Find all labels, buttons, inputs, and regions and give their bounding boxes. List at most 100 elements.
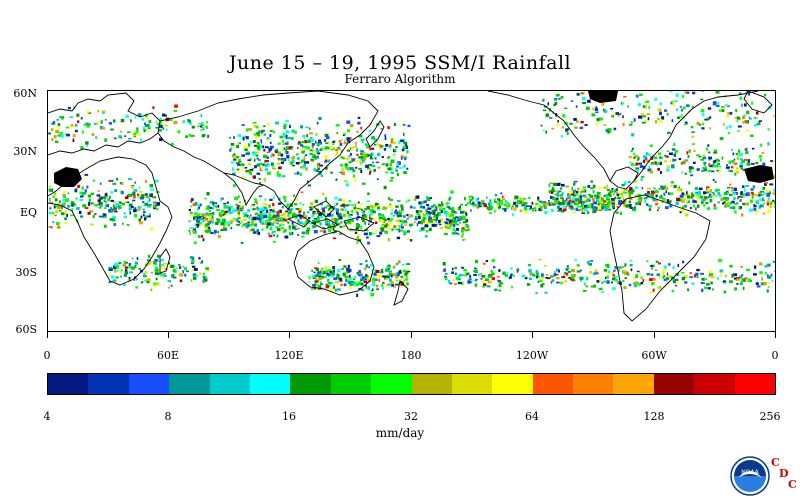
rain-pixel (81, 186, 84, 190)
rain-pixel (687, 155, 690, 158)
rain-pixel (773, 175, 775, 179)
rain-pixel (82, 191, 86, 195)
rain-pixel (197, 235, 200, 238)
rain-pixel (702, 122, 705, 126)
rain-pixel (739, 158, 743, 161)
rain-pixel (260, 166, 264, 170)
rain-pixel (173, 110, 178, 113)
rain-pixel (606, 280, 610, 284)
rain-pixel (254, 200, 258, 203)
rain-pixel (614, 275, 618, 278)
rain-pixel (555, 273, 559, 276)
rain-pixel (78, 210, 82, 215)
rain-pixel (331, 271, 334, 274)
rain-pixel (302, 165, 306, 169)
rain-pixel (236, 144, 240, 148)
rain-pixel (641, 121, 646, 124)
rain-pixel (268, 211, 272, 214)
rain-pixel (135, 130, 139, 134)
rain-pixel (406, 167, 409, 170)
rain-pixel (740, 196, 743, 198)
rain-pixel (372, 161, 374, 164)
rain-pixel (84, 189, 87, 193)
rain-pixel (691, 167, 694, 169)
rain-pixel (287, 211, 292, 215)
rain-pixel (688, 181, 691, 185)
rain-pixel (346, 149, 351, 152)
rain-pixel (201, 260, 204, 264)
rain-pixel (563, 280, 568, 283)
rain-pixel (689, 174, 694, 177)
rain-pixel (376, 203, 379, 206)
rain-pixel (376, 178, 379, 180)
rain-pixel (661, 116, 665, 120)
rain-pixel (716, 162, 720, 166)
rain-pixel (706, 186, 710, 190)
lat-label-60n: 60N (13, 87, 37, 100)
rain-pixel (445, 213, 448, 218)
rain-pixel (190, 205, 193, 208)
rain-pixel (402, 205, 405, 210)
rain-pixel (635, 281, 639, 285)
rain-pixel (332, 140, 336, 143)
rain-pixel (109, 218, 114, 221)
rain-pixel (385, 277, 389, 280)
rain-pixel (364, 229, 369, 231)
rain-pixel (108, 266, 113, 270)
rain-pixel (311, 288, 314, 290)
rain-pixel (422, 206, 426, 209)
rain-pixel (537, 196, 540, 200)
rain-pixel (624, 277, 627, 279)
rain-pixel (285, 210, 288, 213)
rain-pixel (645, 100, 649, 103)
rain-pixel (116, 265, 120, 269)
rain-pixel (123, 212, 126, 215)
rain-pixel (396, 228, 400, 231)
rain-pixel (454, 229, 457, 233)
rain-pixel (304, 161, 306, 165)
rain-pixel (104, 216, 107, 219)
rain-pixel (241, 224, 244, 227)
rain-pixel (190, 198, 194, 202)
rain-pixel (719, 273, 723, 277)
rain-pixel (198, 206, 201, 210)
rain-pixel (406, 238, 410, 241)
rain-pixel (344, 213, 347, 218)
rain-pixel (433, 215, 436, 218)
rain-pixel (260, 141, 263, 144)
rain-pixel (307, 228, 310, 232)
rain-pixel (696, 268, 700, 272)
rain-pixel (344, 272, 347, 275)
rain-pixel (608, 270, 611, 273)
rain-pixel (61, 212, 65, 216)
rain-pixel (592, 201, 597, 204)
rain-pixel (605, 271, 610, 274)
rain-pixel (612, 274, 616, 277)
rain-pixel (595, 106, 598, 110)
rain-pixel (524, 202, 528, 205)
rain-pixel (378, 218, 380, 220)
rain-pixel (327, 275, 331, 278)
rain-pixel (315, 132, 317, 136)
rain-pixel (317, 271, 322, 274)
rain-pixel (49, 197, 51, 202)
rain-pixel (724, 104, 729, 107)
rain-pixel (551, 186, 555, 190)
rain-pixel (564, 272, 567, 274)
rain-pixel (398, 212, 403, 215)
rain-pixel (592, 272, 596, 276)
rain-pixel (268, 214, 272, 217)
rain-pixel (656, 161, 660, 164)
rain-pixel (483, 203, 488, 207)
rain-pixel (675, 284, 677, 287)
rain-pixel (681, 276, 686, 281)
rain-pixel (253, 140, 256, 143)
rain-pixel (74, 188, 78, 193)
rain-pixel (233, 218, 238, 221)
rain-pixel (663, 265, 667, 269)
rain-pixel (596, 194, 599, 198)
rain-pixel (143, 193, 147, 196)
rain-pixel (348, 274, 351, 278)
rain-pixel (228, 209, 231, 212)
rain-pixel (109, 195, 111, 199)
